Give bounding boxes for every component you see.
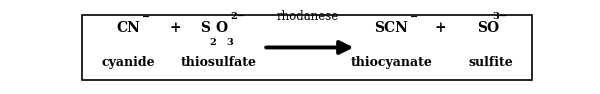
Text: rhodanese: rhodanese (277, 10, 338, 23)
Text: CN: CN (116, 21, 140, 35)
Text: O: O (215, 21, 227, 35)
Text: 3: 3 (226, 38, 233, 47)
Text: +: + (434, 21, 446, 35)
Text: SO: SO (477, 21, 499, 35)
Text: cyanide: cyanide (101, 56, 155, 69)
Text: 3−: 3− (493, 12, 508, 20)
Text: thiosulfate: thiosulfate (181, 56, 257, 69)
Text: SCN: SCN (374, 21, 408, 35)
Text: +: + (169, 21, 181, 35)
Text: 2: 2 (209, 38, 215, 47)
Text: thiocyanate: thiocyanate (350, 56, 432, 69)
Text: 2−: 2− (230, 12, 245, 20)
Text: −: − (142, 13, 151, 22)
Text: sulfite: sulfite (469, 56, 514, 69)
Text: −: − (410, 13, 418, 22)
Text: S: S (200, 21, 211, 35)
